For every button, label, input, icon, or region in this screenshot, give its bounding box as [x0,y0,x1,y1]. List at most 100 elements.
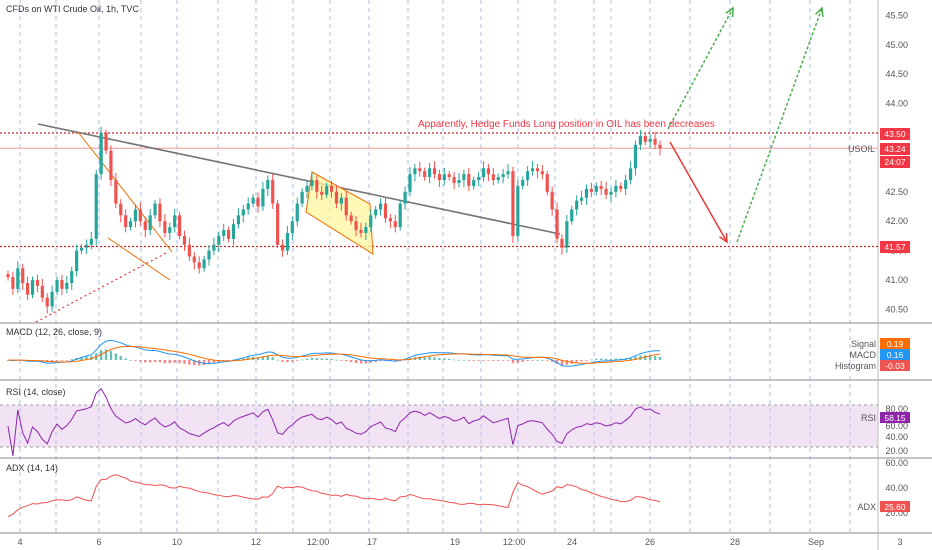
grid [19,0,851,533]
candle-body [173,215,177,228]
green-arrow-1[interactable] [667,7,734,130]
svg-text:43.24: 43.24 [884,144,906,154]
candle-body [486,168,491,175]
candle-body [104,133,108,151]
macd-histogram-bar [134,360,137,361]
annotation-text[interactable]: Apparently, Hedge Funds Long position in… [418,119,715,130]
channel-lower-line[interactable] [107,237,171,281]
svg-text:0.19: 0.19 [887,339,904,349]
candle-body [163,221,167,233]
candle-body [349,215,353,222]
svg-text:0.16: 0.16 [887,350,904,360]
svg-text:58.15: 58.15 [884,413,906,423]
candle-body [290,221,294,233]
candle-body [447,174,451,178]
macd-histogram-bar [354,360,358,363]
candle-body [614,185,618,192]
time-tick-label: 17 [367,537,377,547]
macd-histogram-bar [653,355,657,360]
rsi-line [7,388,661,457]
macd-histogram-bar [575,360,578,363]
candle-body [187,244,191,257]
candle-body [575,200,579,210]
rsi-band [0,405,878,447]
macd-histogram-bar [462,359,466,361]
macd-histogram-bar [296,360,299,361]
candle-body [344,197,348,216]
channel-upper-line[interactable] [77,131,173,253]
candle-body [374,209,378,216]
candle-body [545,174,549,192]
macd-histogram-bar [80,356,83,360]
candle-body [6,274,10,278]
red-arrow[interactable] [669,141,728,243]
macd-histogram-bar [256,357,260,360]
rsi-value-tag: RSI 58.15 [861,412,910,423]
macd-histogram-bar [148,360,152,363]
time-tick-label: 19 [450,537,460,547]
price-tick-label: 45.00 [885,40,908,50]
candle-body [177,215,182,236]
macd-histogram-bar [247,357,250,360]
macd-histogram-bar [178,360,181,364]
time-tick-label: 12:00 [307,537,330,547]
macd-histogram-bar [46,360,49,362]
candles [6,126,662,314]
candle-body [530,168,535,172]
green-arrow-1-head [725,6,734,18]
candle-body [472,180,476,186]
candle-body [628,168,633,181]
candle-body [261,188,265,207]
macd-histogram-bar [271,357,274,360]
drawings[interactable] [0,6,878,323]
candle-body [427,168,432,178]
macd-histogram-bar [359,360,363,364]
candle-body [305,185,309,192]
macd-histogram-bar [511,360,515,364]
candle-body [565,221,569,248]
macd-histogram-bar [144,360,147,363]
svg-text:43.50: 43.50 [884,129,906,139]
macd-histogram-bar [345,360,348,362]
time-tick-label: 28 [730,537,740,547]
svg-text:ADX: ADX [857,502,876,512]
candle-body [89,238,93,245]
macd-histogram-bar [546,360,549,361]
rsi-tick-60: 60.00 [885,421,908,431]
candle-body [148,215,152,231]
macd-histogram-bar [629,357,632,360]
candle-body [231,224,236,239]
adx-line [7,474,661,518]
candle-body [403,191,407,204]
time-tick-label: Sep [808,537,824,547]
candle-body [300,191,304,204]
macd-histogram-bar [658,356,662,360]
svg-text:Histogram: Histogram [835,361,876,371]
macd-histogram-bar [604,358,608,360]
descending-trendline[interactable] [37,123,561,235]
candle-body [457,180,461,183]
candle-body [168,227,172,233]
macd-histogram-bar [599,358,603,360]
candle-body [26,282,30,295]
macd-histogram-bar [325,358,328,360]
price-tick-label: 41.00 [885,275,908,285]
resistance-price-tag: 43.50 [880,128,910,140]
candle-body [364,227,368,233]
candle-body [50,291,54,307]
chart-title: CFDs on WTI Crude Oil, 1h, TVC [6,4,139,14]
candle-body [236,215,241,225]
candle-body [55,280,59,292]
macd-histogram-bar [521,360,524,362]
macd-histogram-bar [452,359,456,361]
time-axis[interactable]: 4 6 10 12 12:00 17 19 12:00 24 26 28 Sep 3 [17,537,902,547]
candle-body [271,180,275,204]
candle-body [246,203,250,210]
candle-body [398,203,402,228]
candle-body [99,133,103,175]
macd-histogram-bar [516,360,520,363]
macd-line-tag: MACD 0.16 [850,349,910,360]
green-arrow-2[interactable] [736,7,823,243]
candle-body [119,203,123,216]
